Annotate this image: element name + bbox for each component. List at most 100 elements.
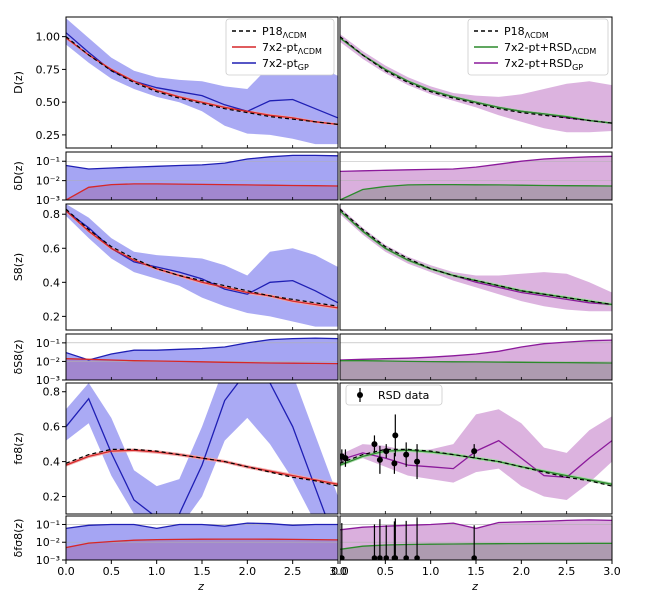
legend-label-gp: 7x2-pt+RSDGP <box>504 57 583 72</box>
lcdm-line <box>340 183 612 200</box>
panel-1-right <box>339 151 613 201</box>
rsd-point <box>471 448 478 455</box>
y-axis-label: D(z) <box>12 71 25 94</box>
legend-box <box>225 18 335 76</box>
y-tick-label: 0.4 <box>43 456 61 469</box>
x-tick-label: 3.0 <box>603 565 621 578</box>
lcdm-line <box>340 37 612 124</box>
p18-line <box>340 448 612 487</box>
x-tick-label: 2.5 <box>284 565 302 578</box>
y-tick-label: 0.50 <box>36 96 61 109</box>
y-tick-label: 0.6 <box>43 421 61 434</box>
panel-1-left: 10⁻³ 10⁻² 10⁻¹ δD(z) <box>12 151 339 207</box>
legend-label-gp: 7x2-ptGP <box>262 57 309 72</box>
lcdm-line <box>66 538 338 549</box>
rsd-legend-label: RSD data <box>378 389 429 402</box>
p18-line <box>340 208 612 306</box>
lcdm-line <box>340 542 612 550</box>
y-tick-label: 10⁻² <box>36 175 60 188</box>
rsd-frac-point <box>414 555 420 560</box>
plot-area <box>340 155 612 200</box>
panel-0-right <box>339 16 613 149</box>
rsd-frac-point <box>403 555 409 560</box>
y-tick-label: 0.25 <box>36 129 61 142</box>
x-tick-label: 1.0 <box>422 565 440 578</box>
gp-line <box>66 154 338 170</box>
y-tick-label: 0.8 <box>43 386 61 399</box>
plot-area <box>66 204 338 327</box>
plot-area <box>340 339 612 380</box>
plot-area <box>340 34 612 133</box>
legend-label-lcdm: 7x2-pt+RSDΛCDM <box>504 41 596 56</box>
y-axis-label: fσ8(z) <box>12 432 25 464</box>
lcdm-line <box>66 183 338 200</box>
y-tick-label: 10⁻³ <box>36 194 60 207</box>
panel-3-left: 10⁻³ 10⁻² 10⁻¹ δS8(z) <box>12 333 339 387</box>
x-axis-label-left: z <box>197 580 204 593</box>
rsd-frac-point <box>340 555 345 560</box>
rsd-legend: RSD data <box>345 384 443 406</box>
lcdm-area <box>340 543 612 560</box>
panel-4-right <box>339 382 613 515</box>
y-tick-label: 0.75 <box>36 63 61 76</box>
rsd-point <box>371 441 378 448</box>
p18-line <box>66 448 338 487</box>
gp-line <box>340 519 612 531</box>
y-axis-label: δS8(z) <box>12 339 25 374</box>
lcdm-line <box>66 210 338 309</box>
rsd-point <box>383 448 390 455</box>
rsd-point <box>342 455 349 462</box>
plot-area <box>340 517 612 560</box>
rsd-frac-point <box>377 555 383 560</box>
rsd-legend-marker <box>357 392 363 398</box>
lcdm-area <box>66 183 338 200</box>
rsd-frac-point <box>471 555 477 560</box>
gp-line <box>66 383 326 514</box>
p18-line <box>340 36 612 124</box>
gp-line <box>340 339 612 361</box>
y-tick-label: 1.00 <box>36 31 61 44</box>
lcdm-line <box>66 358 338 365</box>
legend-label-p18: P18ΛCDM <box>504 25 549 40</box>
gp-band <box>66 204 338 327</box>
x-tick-label: 0.0 <box>331 565 349 578</box>
legend-label-lcdm: 7x2-ptΛCDM <box>262 41 322 56</box>
gp-band <box>66 18 338 145</box>
panel-0-left: 0.25 0.50 0.75 1.00 D(z) <box>12 16 339 149</box>
y-tick-label: 0.2 <box>43 491 61 504</box>
plot-area <box>66 18 338 145</box>
y-tick-label: 10⁻¹ <box>36 337 60 350</box>
x-tick-label: 0.5 <box>103 565 121 578</box>
x-tick-label: 0.5 <box>377 565 395 578</box>
plot-area <box>66 337 338 380</box>
lcdm-area <box>340 184 612 200</box>
panel-frame <box>339 203 613 331</box>
rsd-frac-point <box>392 555 399 560</box>
plot-area <box>66 154 338 200</box>
x-tick-label: 1.0 <box>148 565 166 578</box>
y-tick-label: 10⁻² <box>36 536 60 549</box>
panel-5-left: 10⁻³ 10⁻² 10⁻¹ δfσ8(z) 0.0 0.5 1.0 1.5 2.0 2.5 <box>12 515 339 578</box>
x-tick-label: 0.0 <box>57 565 75 578</box>
plot-area <box>66 383 338 514</box>
rsd-point <box>403 451 410 458</box>
gp-band <box>340 34 612 133</box>
plot-area <box>66 522 338 560</box>
rsd-point <box>376 456 383 463</box>
lcdm-area <box>340 360 612 380</box>
x-tick-label: 2.0 <box>513 565 531 578</box>
panel-3-right <box>339 333 613 381</box>
lcdm-line <box>66 449 338 485</box>
panel-4-left: 0.2 0.4 0.6 0.8 fσ8(z) <box>12 382 339 515</box>
panel-2-left: 0.2 0.4 0.6 0.8 S8(z) <box>12 203 339 331</box>
y-tick-label: 10⁻¹ <box>36 518 60 531</box>
lcdm-line <box>66 37 338 126</box>
lcdm-line <box>340 360 612 364</box>
y-tick-label: 10⁻³ <box>36 374 60 387</box>
lcdm-area <box>66 539 338 560</box>
legend-box <box>467 18 609 76</box>
y-tick-label: 0.2 <box>43 310 61 323</box>
gp-band <box>340 409 612 500</box>
